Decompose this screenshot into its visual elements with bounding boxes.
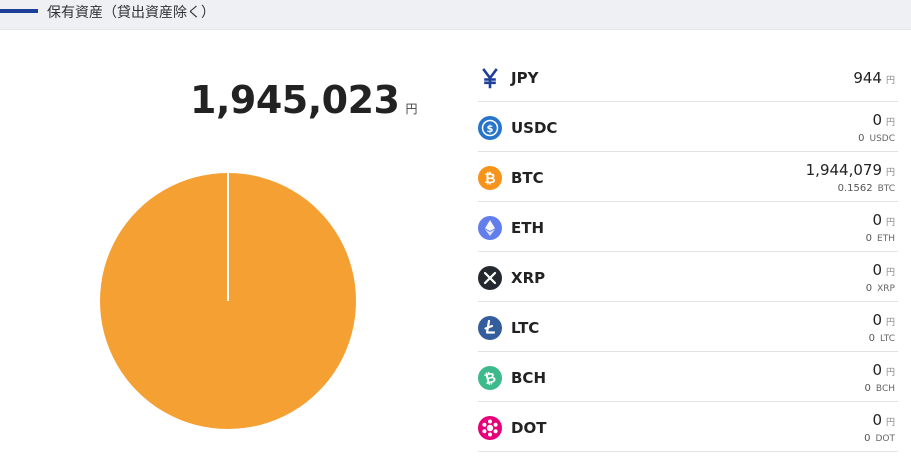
asset-quantity: 0 DOT bbox=[864, 433, 895, 444]
amount-value: 0 bbox=[872, 311, 882, 329]
quantity-unit: BTC bbox=[877, 184, 895, 194]
quantity-value: 0 bbox=[865, 283, 873, 294]
svg-text:₿: ₿ bbox=[483, 370, 498, 388]
xrp-icon bbox=[478, 266, 502, 290]
amount-unit: 円 bbox=[885, 218, 895, 228]
section-header: 保有資産（貸出資産除く） bbox=[0, 0, 911, 30]
pie-chart-svg bbox=[100, 173, 356, 429]
amount-value: 0 bbox=[872, 261, 882, 279]
quantity-value: 0 bbox=[864, 383, 871, 394]
asset-row-btc: ₿ BTC 1,944,079 円 0.1562 BTC bbox=[478, 152, 898, 202]
bch-icon: ₿ bbox=[478, 366, 502, 390]
total-assets: 1,945,023 円 bbox=[190, 78, 417, 126]
quantity-value: 0 bbox=[858, 133, 865, 144]
amount-unit: 円 bbox=[885, 76, 895, 86]
quantity-value: 0.1562 bbox=[837, 183, 873, 194]
quantity-value: 0 bbox=[868, 333, 875, 344]
amount-value: 0 bbox=[872, 361, 882, 379]
svg-text:$: $ bbox=[487, 124, 494, 135]
quantity-value: 0 bbox=[864, 433, 871, 444]
asset-amount: 1,944,079 円 bbox=[806, 161, 895, 179]
amount-value: 1,944,079 bbox=[805, 161, 882, 179]
section-title: 保有資産（貸出資産除く） bbox=[47, 5, 215, 21]
asset-quantity: 0.1562 BTC bbox=[838, 183, 895, 194]
amount-value: 0 bbox=[872, 111, 882, 129]
asset-pie-chart bbox=[100, 173, 356, 429]
asset-quantity: 0 BCH bbox=[865, 383, 895, 394]
amount-value: 0 bbox=[872, 411, 882, 429]
bitcoin-icon: ₿ bbox=[478, 166, 502, 190]
quantity-unit: ETH bbox=[877, 234, 895, 244]
asset-quantity: 0 XRP bbox=[866, 283, 895, 294]
asset-symbol: BCH bbox=[511, 369, 546, 387]
ethereum-icon bbox=[478, 216, 502, 240]
asset-symbol: USDC bbox=[511, 119, 558, 137]
total-value: 1,945,023 bbox=[190, 78, 400, 122]
asset-symbol: BTC bbox=[511, 169, 544, 187]
litecoin-icon bbox=[478, 316, 502, 340]
quantity-unit: LTC bbox=[879, 334, 895, 344]
amount-unit: 円 bbox=[885, 118, 895, 128]
asset-symbol: DOT bbox=[511, 419, 547, 437]
polkadot-icon bbox=[478, 416, 502, 440]
asset-symbol: XRP bbox=[511, 269, 546, 287]
total-unit: 円 bbox=[405, 102, 418, 116]
amount-unit: 円 bbox=[885, 268, 895, 278]
asset-row-jpy: JPY 944 円 bbox=[478, 52, 898, 102]
header-accent-bar bbox=[0, 9, 38, 13]
amount-unit: 円 bbox=[885, 418, 895, 428]
asset-quantity: 0 USDC bbox=[858, 133, 895, 144]
asset-quantity: 0 LTC bbox=[869, 333, 895, 344]
quantity-unit: XRP bbox=[877, 284, 895, 294]
asset-quantity: 0 ETH bbox=[866, 233, 895, 244]
quantity-unit: DOT bbox=[875, 434, 895, 444]
asset-amount: 944 円 bbox=[853, 69, 895, 87]
amount-unit: 円 bbox=[885, 318, 895, 328]
amount-value: 944 bbox=[853, 69, 882, 87]
usdc-icon: $ bbox=[478, 116, 502, 140]
quantity-unit: BCH bbox=[875, 384, 895, 394]
svg-text:₿: ₿ bbox=[484, 171, 495, 187]
amount-unit: 円 bbox=[885, 168, 895, 178]
quantity-unit: USDC bbox=[869, 134, 895, 144]
amount-value: 0 bbox=[872, 211, 882, 229]
yen-icon bbox=[478, 66, 502, 90]
amount-unit: 円 bbox=[885, 368, 895, 378]
quantity-value: 0 bbox=[865, 233, 873, 244]
asset-symbol: JPY bbox=[511, 69, 539, 87]
asset-symbol: ETH bbox=[511, 219, 545, 237]
asset-symbol: LTC bbox=[511, 319, 540, 337]
